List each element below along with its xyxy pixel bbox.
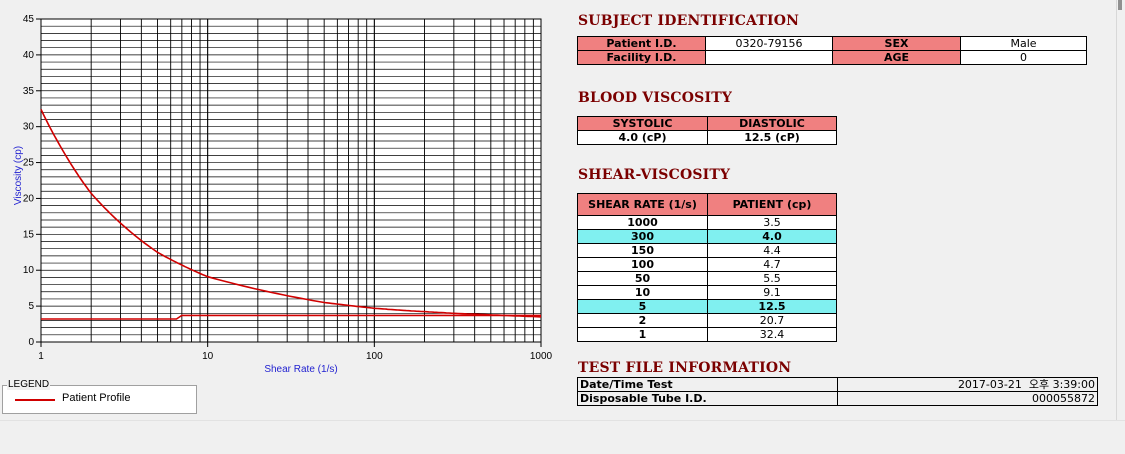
date-row: Date/Time Test 2017-03-21 오후 3:39:00 (577, 377, 1098, 392)
x-tick-label: 10 (202, 351, 214, 362)
diastolic-label: DIASTOLIC (707, 116, 837, 131)
plot-area (40, 18, 542, 343)
shear-row: 100 4.7 (577, 257, 837, 272)
patient-profile-line (40, 109, 542, 318)
age-value: 0 (960, 50, 1087, 65)
x-axis-label: Shear Rate (1/s) (264, 364, 337, 375)
shear-rate-cell: 1000 (577, 215, 708, 230)
blood-section-title: BLOOD VISCOSITY (578, 90, 733, 106)
shear-rate-cell: 10 (577, 285, 708, 300)
shear-rate-cell: 5 (577, 299, 708, 314)
reference-line (41, 314, 541, 320)
age-label: AGE (832, 50, 961, 65)
patient-cp-cell: 9.1 (707, 285, 837, 300)
x-tick-label: 100 (366, 351, 383, 362)
shear-row: 1 32.4 (577, 327, 837, 342)
x-tick-label: 1 (38, 351, 44, 362)
diastolic-value: 12.5 (cP) (707, 130, 837, 145)
x-tick-label: 1000 (530, 351, 553, 362)
facility-id-label: Facility I.D. (577, 50, 706, 65)
test-file-table: Date/Time Test 2017-03-21 오후 3:39:00 Dis… (577, 377, 1098, 406)
y-tick-label: 35 (23, 86, 35, 97)
patient-cp-header: PATIENT (cp) (707, 193, 837, 216)
shear-rate-cell: 2 (577, 313, 708, 328)
subject-row-2: Facility I.D. AGE 0 (577, 50, 1087, 65)
y-tick-label: 5 (28, 301, 34, 312)
patient-id-value: 0320-79156 (705, 36, 833, 51)
tube-id-value: 000055872 (837, 391, 1098, 406)
shear-rate-cell: 100 (577, 257, 708, 272)
shear-row: 300 4.0 (577, 229, 837, 244)
blood-viscosity-table: SYSTOLIC DIASTOLIC 4.0 (cP) 12.5 (cP) (577, 116, 837, 145)
subject-table: Patient I.D. 0320-79156 SEX Male Facilit… (577, 36, 1087, 65)
y-tick-label: 0 (28, 337, 34, 348)
viscosity-chart: 0 5 10 15 20 25 30 35 40 45 1 10 100 1000 Shear Rate (… (0, 0, 560, 380)
systolic-label: SYSTOLIC (577, 116, 708, 131)
scrollbar-thumb[interactable] (1118, 0, 1122, 10)
y-tick-label: 30 (23, 122, 35, 133)
vertical-scrollbar[interactable] (1116, 0, 1125, 420)
y-tick-label: 25 (23, 158, 35, 169)
chart-svg: 0 5 10 15 20 25 30 35 40 45 1 10 100 1000 Shear Rate (… (13, 14, 553, 375)
blood-value-row: 4.0 (cP) 12.5 (cP) (577, 130, 837, 145)
shear-header-row: SHEAR RATE (1/s) PATIENT (cp) (577, 193, 837, 216)
y-tick-label: 15 (23, 229, 35, 240)
sex-value: Male (960, 36, 1087, 51)
y-tick-label: 10 (23, 265, 35, 276)
patient-cp-cell: 20.7 (707, 313, 837, 328)
patient-cp-cell: 5.5 (707, 271, 837, 286)
chart-legend: LEGEND Patient Profile (2, 379, 197, 414)
patient-cp-cell: 32.4 (707, 327, 837, 342)
testfile-section-title: TEST FILE INFORMATION (578, 360, 792, 376)
shear-body: 1000 3.5 300 4.0 150 4.4 100 4.7 50 5.5 10 9.1 5 12.5… (577, 215, 837, 342)
systolic-value: 4.0 (cP) (577, 130, 708, 145)
status-bar (0, 420, 1125, 454)
legend-line-swatch (15, 399, 55, 401)
y-tick-label: 40 (23, 50, 35, 61)
subject-row-1: Patient I.D. 0320-79156 SEX Male (577, 36, 1087, 51)
subject-section-title: SUBJECT IDENTIFICATION (578, 13, 800, 29)
shear-rate-header: SHEAR RATE (1/s) (577, 193, 708, 216)
sex-label: SEX (832, 36, 961, 51)
facility-id-value (705, 50, 833, 65)
y-tick-label: 45 (23, 14, 35, 25)
patient-cp-cell: 3.5 (707, 215, 837, 230)
shear-row: 5 12.5 (577, 299, 837, 314)
patient-id-label: Patient I.D. (577, 36, 706, 51)
patient-cp-cell: 12.5 (707, 299, 837, 314)
legend-title: LEGEND (7, 379, 51, 390)
tube-id-label: Disposable Tube I.D. (577, 391, 838, 406)
shear-rate-cell: 50 (577, 271, 708, 286)
date-time-value: 2017-03-21 오후 3:39:00 (837, 377, 1098, 392)
blood-header-row: SYSTOLIC DIASTOLIC (577, 116, 837, 131)
shear-viscosity-table: SHEAR RATE (1/s) PATIENT (cp) 1000 3.5 300… (577, 193, 837, 342)
shear-row: 150 4.4 (577, 243, 837, 258)
shear-rate-cell: 1 (577, 327, 708, 342)
y-tick-label: 20 (23, 193, 35, 204)
tube-row: Disposable Tube I.D. 000055872 (577, 391, 1098, 406)
shear-rate-cell: 300 (577, 229, 708, 244)
shear-rate-cell: 150 (577, 243, 708, 258)
shear-row: 50 5.5 (577, 271, 837, 286)
date-time-label: Date/Time Test (577, 377, 838, 392)
patient-cp-cell: 4.7 (707, 257, 837, 272)
report-panel: SUBJECT IDENTIFICATION Patient I.D. 0320… (568, 0, 1108, 420)
patient-cp-cell: 4.4 (707, 243, 837, 258)
legend-label: Patient Profile (62, 392, 131, 404)
y-axis-label: Viscosity (cp) (13, 146, 24, 205)
patient-cp-cell: 4.0 (707, 229, 837, 244)
shear-row: 10 9.1 (577, 285, 837, 300)
shear-section-title: SHEAR-VISCOSITY (578, 167, 731, 183)
shear-row: 2 20.7 (577, 313, 837, 328)
shear-row: 1000 3.5 (577, 215, 837, 230)
